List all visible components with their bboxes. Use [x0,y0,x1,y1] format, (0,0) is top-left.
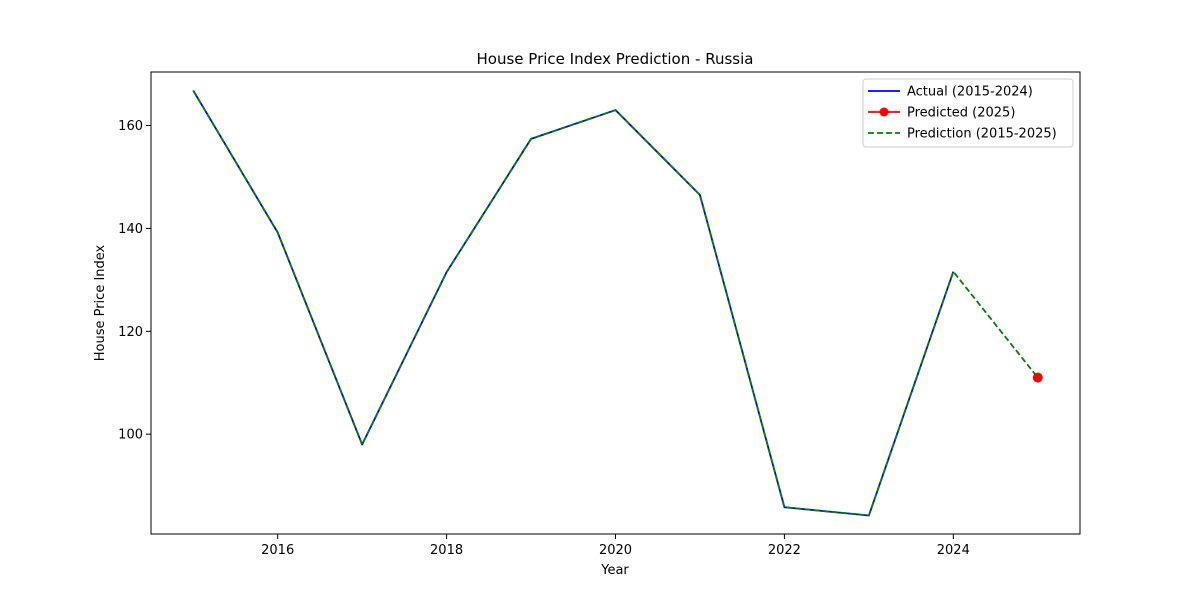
x-tick-label-2016: 2016 [261,543,294,558]
legend-label-series-2: Prediction (2015-2025) [907,127,1057,142]
series-group [192,90,1043,517]
series-2-line [192,90,1039,517]
legend: Actual (2015-2024) Predicted (2025) Predic… [862,78,1074,148]
plot-area [192,90,1043,517]
x-tick-label-2024: 2024 [937,543,970,558]
legend-box [862,78,1074,148]
x-axis-label: Year [600,563,629,578]
y-axis-label: House Price Index [93,244,108,361]
y-tick-label-120: 120 [118,325,143,340]
x-tick-label-2022: 2022 [768,543,801,558]
x-tick-label-2020: 2020 [599,543,632,558]
legend-label-series-1: Predicted (2025) [907,106,1015,121]
axes: 2016 2018 2020 2022 2024 100 120 140 160 [118,71,1081,558]
y-tick-label-160: 160 [118,119,143,134]
y-tick-label-140: 140 [118,222,143,237]
y-tick-label-100: 100 [118,428,143,443]
legend-label-series-0: Actual (2015-2024) [907,85,1033,100]
legend-marker-series-1 [879,107,889,117]
chart-title: House Price Index Prediction - Russia [477,50,754,68]
x-tick-label-2018: 2018 [430,543,463,558]
